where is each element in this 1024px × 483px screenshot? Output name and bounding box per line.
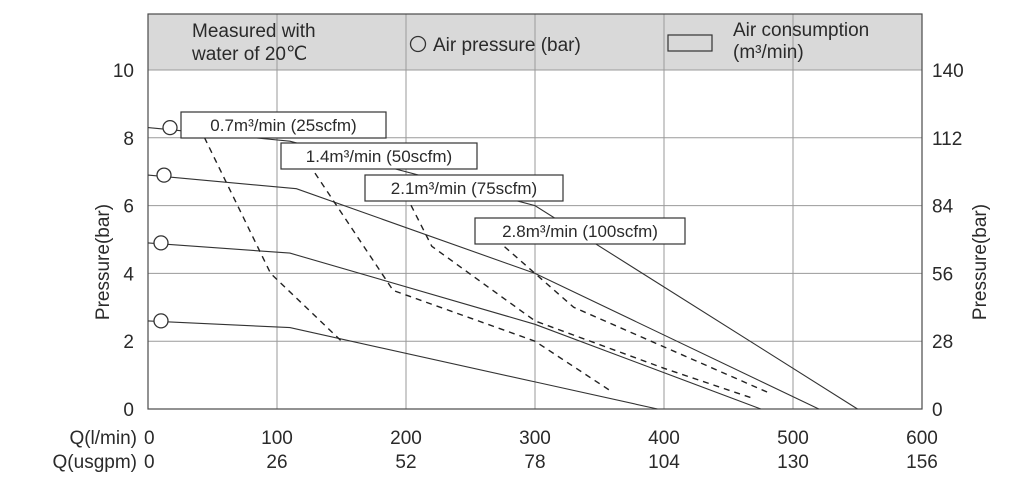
- x-tick-label-usgpm: 130: [777, 452, 809, 473]
- x-axis-ticks: 0 0 100 26 200 52 300 78 400 104 500 130 600 156: [144, 428, 938, 473]
- consumption-label: 2.8m³/min (100scfm): [502, 222, 658, 241]
- left-tick-label: 6: [123, 197, 134, 218]
- x-tick-label-usgpm: 52: [395, 452, 416, 473]
- consumption-label: 0.7m³/min (25scfm): [210, 116, 356, 135]
- pressure-curve: [147, 174, 820, 410]
- consumption-curve: [405, 195, 755, 400]
- pressure-marker: [153, 313, 169, 329]
- right-axis-ticks: 0 28 56 84 112 140: [932, 61, 964, 421]
- x-tick-label-lpm: 300: [519, 428, 551, 449]
- legend-circle-icon: [409, 35, 427, 53]
- consumption-curve: [302, 154, 613, 393]
- left-axis-label: Pressure(bar): [93, 204, 114, 320]
- x-tick-label-usgpm: 156: [906, 452, 938, 473]
- pressure-curve: [147, 242, 761, 410]
- consumption-label: 1.4m³/min (50scfm): [306, 147, 452, 166]
- legend-pressure-label: Air pressure (bar): [433, 35, 581, 56]
- pressure-curve: [147, 320, 658, 410]
- x-axis-usgpm-label: Q(usgpm): [53, 452, 137, 473]
- left-tick-label: 2: [123, 332, 134, 353]
- plot-frame: [147, 13, 923, 410]
- left-tick-label: 8: [123, 129, 134, 150]
- x-tick-label-lpm: 400: [648, 428, 680, 449]
- x-tick-label-lpm: 100: [261, 428, 293, 449]
- legend-consumption-line1: Air consumption: [733, 20, 869, 41]
- x-tick-label-lpm: 600: [906, 428, 938, 449]
- consumption-label-box: [364, 174, 564, 202]
- left-tick-label: 4: [123, 264, 134, 285]
- x-axis-lpm-label: Q(l/min): [69, 428, 137, 449]
- left-tick-label: 10: [113, 61, 134, 82]
- x-tick-label-lpm: 500: [777, 428, 809, 449]
- legend-consumption-line2: (m³/min): [733, 42, 804, 63]
- pressure-marker: [156, 167, 172, 183]
- header-note-line1: Measured with: [192, 21, 316, 42]
- legend-box-icon: [667, 34, 713, 52]
- left-axis-ticks: 0 2 4 6 8 10: [113, 61, 135, 421]
- consumption-label: 2.1m³/min (75scfm): [391, 179, 537, 198]
- consumption-label-box: [180, 111, 387, 139]
- right-tick-label: 112: [932, 129, 962, 150]
- right-tick-label: 28: [932, 332, 953, 353]
- x-tick-label-usgpm: 78: [524, 452, 545, 473]
- series-layer: 0.7m³/min (25scfm) 1.4m³/min (50scfm) 2.1m…: [147, 111, 858, 410]
- left-tick-label: 0: [123, 400, 134, 421]
- x-tick-label-lpm: 200: [390, 428, 422, 449]
- x-tick-label-lpm: 0: [144, 428, 155, 449]
- x-tick-label-usgpm: 0: [144, 452, 155, 473]
- x-tick-label-usgpm: 26: [266, 452, 287, 473]
- right-axis-label: Pressure(bar): [970, 204, 991, 320]
- pressure-curve: [147, 127, 858, 410]
- consumption-curve: [495, 238, 768, 393]
- consumption-label-box: [280, 142, 478, 170]
- x-tick-label-usgpm: 104: [648, 452, 680, 473]
- right-tick-label: 84: [932, 197, 954, 218]
- right-tick-label: 0: [932, 400, 943, 421]
- consumption-label-box: [474, 217, 686, 245]
- right-tick-label: 56: [932, 264, 953, 285]
- pressure-marker: [162, 119, 178, 136]
- right-tick-label: 140: [932, 61, 964, 82]
- pressure-marker: [153, 235, 169, 251]
- grid: [148, 14, 922, 409]
- header-note-line2: water of 20℃: [191, 44, 307, 65]
